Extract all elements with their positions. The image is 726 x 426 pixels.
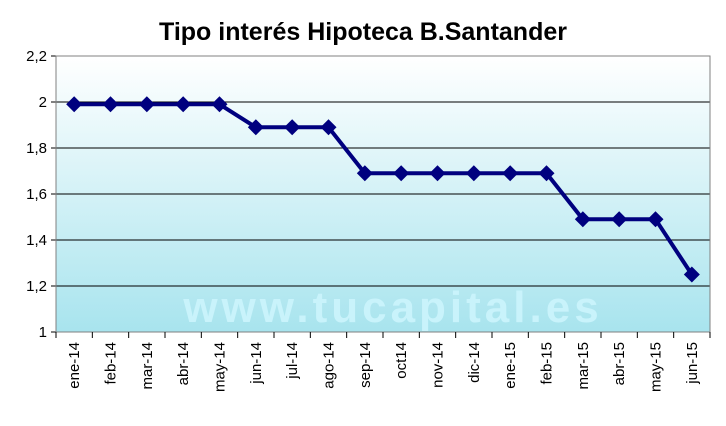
data-point-marker bbox=[429, 165, 446, 182]
data-point-marker bbox=[574, 211, 591, 228]
y-tick-label: 2 bbox=[39, 94, 47, 111]
x-tick-label: dic-14 bbox=[466, 342, 483, 383]
chart-title: Tipo interés Hipoteca B.Santander bbox=[159, 18, 567, 46]
data-point-marker bbox=[66, 96, 83, 113]
data-point-marker bbox=[138, 96, 155, 113]
y-tick-label: 1,2 bbox=[26, 278, 47, 295]
x-tick-label: jun-15 bbox=[684, 342, 701, 385]
x-tick-label: mar-15 bbox=[575, 342, 592, 390]
x-tick-label: abr-15 bbox=[611, 342, 628, 385]
series-layer bbox=[66, 96, 700, 283]
x-tick-label: ene-14 bbox=[66, 342, 83, 389]
x-tick-label: abr-14 bbox=[175, 342, 192, 385]
data-point-marker bbox=[320, 119, 337, 136]
data-point-marker bbox=[502, 165, 519, 182]
axes bbox=[51, 55, 711, 338]
x-tick-label: feb-15 bbox=[539, 342, 556, 385]
y-tick-label: 2,2 bbox=[26, 48, 47, 65]
x-tick-label: may-14 bbox=[212, 342, 229, 392]
y-tick-label: 1,8 bbox=[26, 140, 47, 157]
x-tick-label: nov-14 bbox=[430, 342, 447, 388]
data-point-marker bbox=[211, 96, 228, 113]
x-tick-label: oct14 bbox=[393, 342, 410, 379]
data-point-marker bbox=[465, 165, 482, 182]
data-point-marker bbox=[284, 119, 301, 136]
tick-labels: 1 1,2 1,4 1,6 1,8 2 2,2 ene-14 feb-14 mar-14 abr-1… bbox=[26, 48, 701, 392]
x-tick-label: ago-14 bbox=[321, 342, 338, 389]
data-point-marker bbox=[683, 266, 700, 283]
data-point-marker bbox=[647, 211, 664, 228]
data-point-marker bbox=[102, 96, 119, 113]
y-tick-label: 1,6 bbox=[26, 186, 47, 203]
x-tick-label: jul-14 bbox=[284, 342, 301, 380]
data-point-marker bbox=[538, 165, 555, 182]
x-tick-label: feb-14 bbox=[103, 342, 120, 385]
x-tick-label: jun-14 bbox=[248, 342, 265, 385]
x-tick-label: ene-15 bbox=[502, 342, 519, 389]
data-point-marker bbox=[393, 165, 410, 182]
data-point-marker bbox=[611, 211, 628, 228]
y-tick-label: 1 bbox=[39, 324, 47, 341]
y-tick-label: 1,4 bbox=[26, 232, 47, 249]
x-tick-label: mar-14 bbox=[139, 342, 156, 390]
watermark-text: www.tucapital.es bbox=[182, 283, 602, 332]
data-point-marker bbox=[356, 165, 373, 182]
data-point-marker bbox=[247, 119, 264, 136]
x-tick-label: sep-14 bbox=[357, 342, 374, 388]
x-tick-label: may-15 bbox=[648, 342, 665, 392]
data-point-marker bbox=[175, 96, 192, 113]
